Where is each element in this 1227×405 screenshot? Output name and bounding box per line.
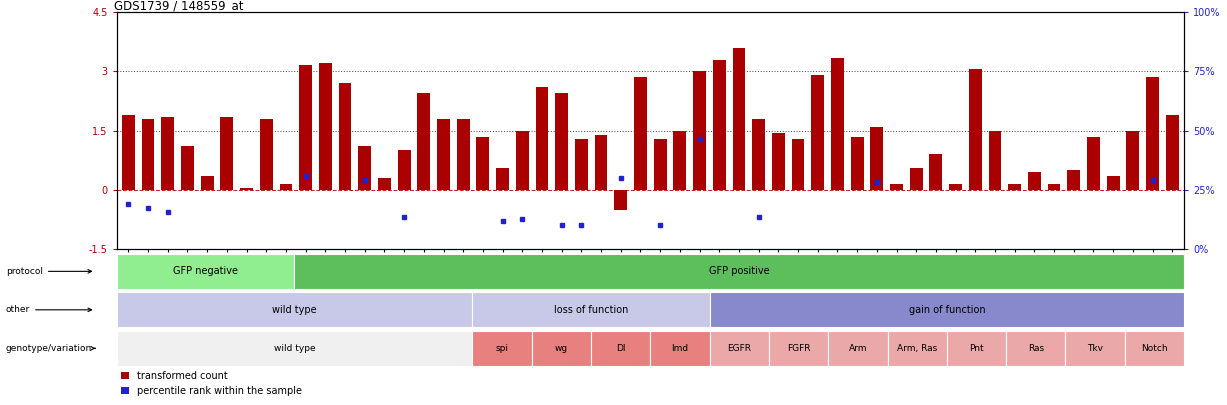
Bar	[358, 147, 371, 190]
Bar	[575, 139, 588, 190]
Bar	[398, 150, 411, 190]
Bar	[1087, 136, 1099, 190]
Bar	[417, 93, 431, 190]
Bar	[950, 184, 962, 190]
Bar	[515, 130, 529, 190]
Bar	[772, 132, 785, 190]
Text: loss of function: loss of function	[553, 305, 628, 315]
Bar	[752, 119, 766, 190]
Text: Tkv: Tkv	[1087, 344, 1103, 353]
Bar	[769, 331, 828, 366]
Bar	[294, 254, 1184, 289]
Bar	[947, 331, 1006, 366]
Bar	[1126, 130, 1139, 190]
Bar	[378, 178, 391, 190]
Bar	[496, 168, 509, 190]
Bar	[890, 184, 903, 190]
Text: EGFR: EGFR	[728, 344, 751, 353]
Bar	[221, 117, 233, 190]
Bar	[1107, 176, 1119, 190]
Bar	[591, 331, 650, 366]
Bar	[339, 83, 351, 190]
Text: protocol: protocol	[6, 267, 92, 276]
Text: Dl: Dl	[616, 344, 626, 353]
Legend: transformed count, percentile rank within the sample: transformed count, percentile rank withi…	[121, 371, 302, 396]
Bar	[162, 117, 174, 190]
Bar	[693, 71, 706, 190]
Bar	[531, 331, 591, 366]
Text: genotype/variation: genotype/variation	[6, 344, 94, 353]
Text: wg: wg	[555, 344, 568, 353]
Bar	[319, 64, 331, 190]
Bar	[1028, 172, 1040, 190]
Bar	[887, 331, 947, 366]
Bar	[280, 184, 292, 190]
Bar	[791, 139, 805, 190]
Bar	[1166, 115, 1179, 190]
Bar	[117, 254, 294, 289]
Text: gain of function: gain of function	[908, 305, 985, 315]
Bar	[811, 75, 825, 190]
Bar	[260, 119, 272, 190]
Bar	[709, 331, 769, 366]
Bar	[654, 139, 666, 190]
Text: GFP positive: GFP positive	[709, 266, 769, 276]
Bar	[141, 119, 155, 190]
Text: Ras: Ras	[1028, 344, 1044, 353]
Text: GDS1739 / 148559_at: GDS1739 / 148559_at	[114, 0, 244, 12]
Text: other: other	[6, 305, 92, 314]
Bar	[650, 331, 709, 366]
Text: GFP negative: GFP negative	[173, 266, 238, 276]
Bar	[1048, 184, 1060, 190]
Text: Imd: Imd	[671, 344, 688, 353]
Bar	[299, 66, 312, 190]
Bar	[117, 331, 472, 366]
Text: Pnt: Pnt	[969, 344, 984, 353]
Text: Arm: Arm	[849, 344, 867, 353]
Bar	[456, 119, 470, 190]
Bar	[733, 48, 745, 190]
Bar	[969, 69, 982, 190]
Bar	[674, 130, 686, 190]
Bar	[634, 77, 647, 190]
Bar	[1065, 331, 1125, 366]
Bar	[535, 87, 548, 190]
Bar	[1067, 170, 1080, 190]
Bar	[1146, 77, 1160, 190]
Bar	[472, 331, 531, 366]
Bar	[121, 115, 135, 190]
Bar	[595, 134, 607, 190]
Bar	[709, 292, 1184, 327]
Bar	[850, 136, 864, 190]
Bar	[1009, 184, 1021, 190]
Bar	[713, 60, 725, 190]
Bar	[831, 58, 844, 190]
Bar	[930, 154, 942, 190]
Text: spi: spi	[496, 344, 508, 353]
Bar	[989, 130, 1001, 190]
Text: wild type: wild type	[272, 305, 317, 315]
Bar	[615, 190, 627, 210]
Bar	[472, 292, 709, 327]
Bar	[828, 331, 887, 366]
Bar	[201, 176, 213, 190]
Bar	[476, 136, 490, 190]
Bar	[909, 168, 923, 190]
Bar	[556, 93, 568, 190]
Bar	[437, 119, 450, 190]
Text: Arm, Ras: Arm, Ras	[897, 344, 937, 353]
Text: FGFR: FGFR	[787, 344, 810, 353]
Bar	[1006, 331, 1065, 366]
Bar	[117, 292, 472, 327]
Text: wild type: wild type	[274, 344, 315, 353]
Bar	[182, 147, 194, 190]
Bar	[1125, 331, 1184, 366]
Bar	[240, 188, 253, 190]
Bar	[870, 127, 883, 190]
Text: Notch: Notch	[1141, 344, 1168, 353]
